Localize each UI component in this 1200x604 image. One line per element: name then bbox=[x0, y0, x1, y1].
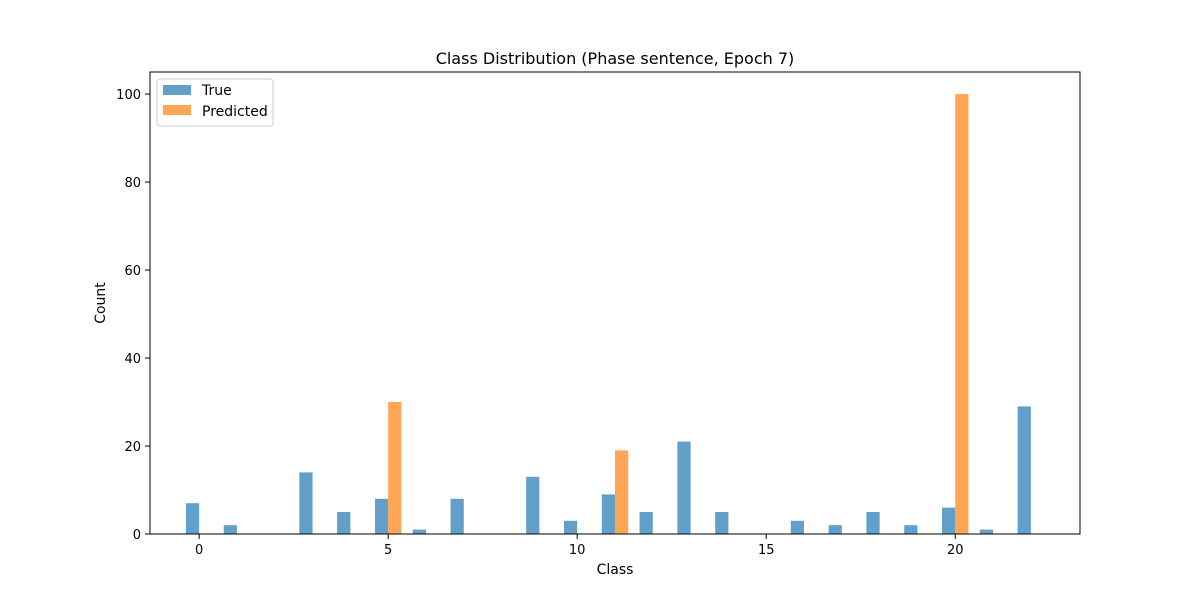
bar-true-class-11 bbox=[601, 494, 615, 534]
x-axis-label: Class bbox=[597, 562, 634, 578]
y-axis-label: Count bbox=[93, 282, 109, 324]
bar-true-class-7 bbox=[450, 498, 464, 534]
bar-true-class-12 bbox=[639, 512, 653, 534]
bar-true-class-5 bbox=[374, 498, 389, 534]
bar-true-class-1 bbox=[223, 525, 237, 534]
legend-label-predicted: Predicted bbox=[202, 104, 268, 120]
plot-area-frame bbox=[149, 71, 1081, 535]
x-axis-ticks: 0 5 10 15 20 bbox=[195, 534, 964, 558]
bar-true-class-3 bbox=[299, 472, 313, 534]
legend-swatch-predicted bbox=[163, 105, 191, 115]
x-tick-label-10: 10 bbox=[569, 543, 586, 558]
bar-predicted-class-5 bbox=[388, 402, 402, 534]
y-tick-label-20: 20 bbox=[124, 440, 141, 455]
y-tick-label-100: 100 bbox=[116, 88, 141, 103]
bar-predicted-class-11 bbox=[615, 450, 629, 534]
bar-true-class-18 bbox=[866, 512, 880, 534]
bar-true-class-4 bbox=[337, 512, 351, 534]
y-tick-label-40: 40 bbox=[124, 352, 141, 367]
y-tick-label-80: 80 bbox=[124, 176, 141, 191]
bar-true-class-0 bbox=[185, 503, 200, 534]
bar-true-class-20 bbox=[942, 507, 956, 534]
legend: True Predicted bbox=[156, 78, 274, 127]
y-tick-label-60: 60 bbox=[124, 264, 141, 279]
bar-true-class-17 bbox=[828, 525, 842, 534]
bars-layer bbox=[185, 94, 1031, 534]
chart-title: Class Distribution (Phase sentence, Epoc… bbox=[436, 49, 795, 68]
bar-predicted-class-20 bbox=[955, 94, 969, 534]
y-tick-label-0: 0 bbox=[133, 528, 141, 543]
legend-label-true: True bbox=[201, 83, 232, 99]
x-tick-label-15: 15 bbox=[758, 543, 775, 558]
x-tick-label-0: 0 bbox=[195, 543, 203, 558]
bar-true-class-6 bbox=[412, 529, 426, 534]
bar-true-class-9 bbox=[526, 476, 540, 534]
bar-true-class-16 bbox=[790, 520, 805, 534]
bar-true-class-14 bbox=[715, 512, 729, 534]
bar-true-class-10 bbox=[563, 520, 578, 534]
bar-true-class-22 bbox=[1017, 406, 1031, 534]
bar-true-class-19 bbox=[904, 525, 918, 534]
x-tick-label-20: 20 bbox=[947, 543, 964, 558]
bar-true-class-21 bbox=[979, 529, 994, 534]
y-axis-ticks: 0 20 40 60 80 100 bbox=[116, 88, 150, 543]
legend-swatch-true bbox=[163, 85, 191, 95]
bar-true-class-13 bbox=[677, 441, 691, 534]
x-tick-label-5: 5 bbox=[384, 543, 392, 558]
